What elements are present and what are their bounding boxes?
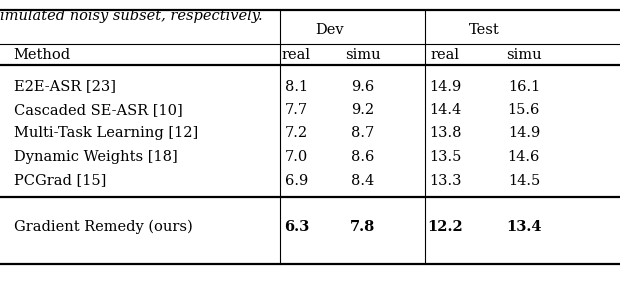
Text: 14.9: 14.9 [508,126,540,141]
Text: E2E-ASR [23]: E2E-ASR [23] [14,80,116,94]
Text: imulated noisy subset, respectively.: imulated noisy subset, respectively. [0,9,263,23]
Text: Dev: Dev [315,23,343,37]
Text: 8.4: 8.4 [351,174,374,188]
Text: Cascaded SE-ASR [10]: Cascaded SE-ASR [10] [14,103,182,117]
Text: 13.5: 13.5 [429,150,461,164]
Text: 9.2: 9.2 [351,103,374,117]
Text: 8.1: 8.1 [285,80,308,94]
Text: 6.3: 6.3 [284,220,309,234]
Text: 8.7: 8.7 [351,126,374,141]
Text: 14.5: 14.5 [508,174,540,188]
Text: 7.7: 7.7 [285,103,308,117]
Text: simu: simu [506,48,542,62]
Text: 7.0: 7.0 [285,150,308,164]
Text: 13.3: 13.3 [429,174,461,188]
Text: Test: Test [469,23,500,37]
Text: 14.9: 14.9 [429,80,461,94]
Text: real: real [431,48,459,62]
Text: Method: Method [14,48,71,62]
Text: 9.6: 9.6 [351,80,374,94]
Text: 7.8: 7.8 [350,220,375,234]
Text: Multi-Task Learning [12]: Multi-Task Learning [12] [14,126,198,141]
Text: 7.2: 7.2 [285,126,308,141]
Text: real: real [282,48,311,62]
Text: 16.1: 16.1 [508,80,540,94]
Text: simu: simu [345,48,381,62]
Text: 12.2: 12.2 [427,220,463,234]
Text: Gradient Remedy (ours): Gradient Remedy (ours) [14,220,192,234]
Text: Dynamic Weights [18]: Dynamic Weights [18] [14,150,177,164]
Text: 14.4: 14.4 [429,103,461,117]
Text: 15.6: 15.6 [508,103,540,117]
Text: 8.6: 8.6 [351,150,374,164]
Text: PCGrad [15]: PCGrad [15] [14,174,106,188]
Text: 13.4: 13.4 [506,220,542,234]
Text: 14.6: 14.6 [508,150,540,164]
Text: 6.9: 6.9 [285,174,308,188]
Text: 13.8: 13.8 [429,126,461,141]
